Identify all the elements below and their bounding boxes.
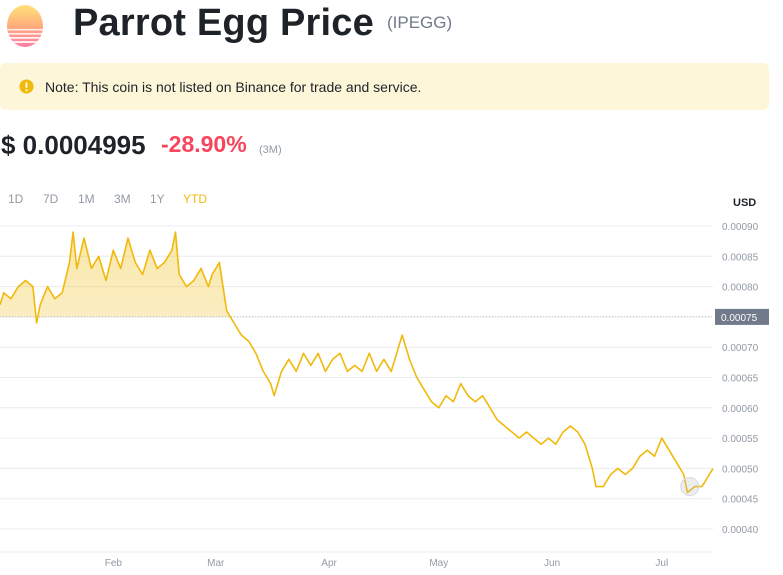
y-tick-label: 0.00070 — [722, 343, 759, 354]
parrot-egg-logo-icon — [7, 5, 43, 47]
tab-3m[interactable]: 3M — [114, 192, 131, 206]
tab-ytd[interactable]: YTD — [183, 192, 207, 206]
page-title: Parrot Egg Price — [73, 2, 374, 44]
y-tick-label: 0.00065 — [722, 374, 759, 385]
reference-price-tag — [715, 308, 769, 325]
x-tick-label: May — [429, 558, 448, 569]
y-tick-label: 0.00060 — [722, 404, 759, 415]
y-tick-label: 0.00085 — [722, 252, 759, 263]
header: Parrot Egg Price (IPEGG) — [0, 0, 783, 50]
y-tick-label: 0.00055 — [722, 434, 759, 445]
x-tick-label: Jun — [544, 558, 560, 569]
y-tick-label: 0.00045 — [722, 495, 759, 506]
y-tick-label: 0.00090 — [722, 222, 759, 233]
x-tick-label: Apr — [321, 558, 337, 569]
y-tick-label: 0.00050 — [722, 464, 759, 475]
tab-7d[interactable]: 7D — [43, 192, 59, 206]
notice-banner: Note: This coin is not listed on Binance… — [0, 63, 769, 110]
reference-price-label: 0.00075 — [721, 313, 758, 324]
x-tick-label: Jul — [655, 558, 668, 569]
hover-marker — [680, 477, 700, 497]
price-area — [0, 232, 713, 317]
tab-1d[interactable]: 1D — [8, 192, 24, 206]
notice-text: Note: This coin is not listed on Binance… — [45, 79, 422, 95]
warning-icon — [19, 79, 34, 94]
currency-label: USD — [733, 197, 757, 209]
price-summary: $ 0.0004995 -28.90% (3M) — [0, 130, 400, 164]
x-tick-label: Feb — [105, 558, 123, 569]
current-price: $ 0.0004995 — [1, 130, 146, 160]
price-change: -28.90% — [161, 131, 247, 157]
price-chart-svg[interactable]: 0.00090 0.00085 0.00080 0.00070 0.00065 0.000… — [0, 212, 783, 575]
change-period: (3M) — [259, 144, 282, 156]
tab-1m[interactable]: 1M — [78, 192, 95, 206]
x-tick-label: Mar — [207, 558, 225, 569]
price-line — [0, 231, 714, 494]
y-tick-label: 0.00040 — [722, 525, 759, 536]
y-tick-label: 0.00080 — [722, 283, 759, 294]
coin-ticker: (IPEGG) — [387, 13, 453, 32]
tab-1y[interactable]: 1Y — [150, 192, 165, 206]
price-chart[interactable]: 0.00090 0.00085 0.00080 0.00070 0.00065 0.000… — [0, 212, 783, 575]
